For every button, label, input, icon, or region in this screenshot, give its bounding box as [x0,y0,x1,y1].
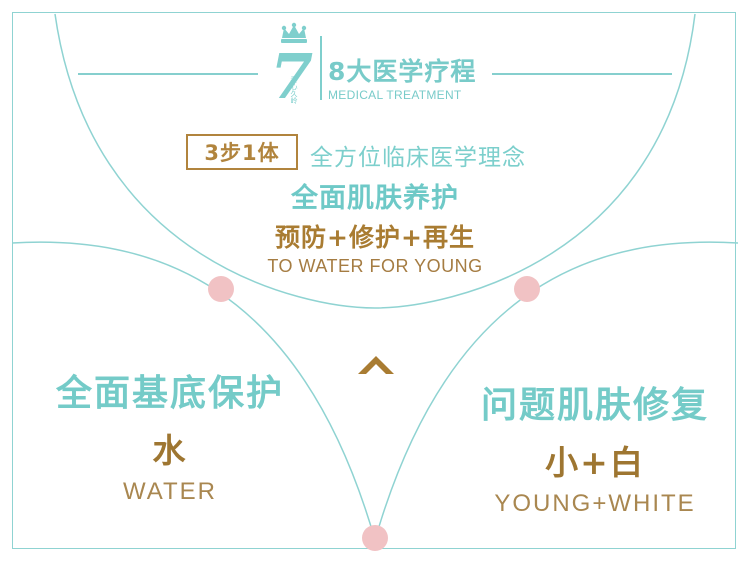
header-line-left [78,73,258,75]
concept-headline: 全面肌肤养护 [291,183,459,214]
left-title: 全面基底保护 [55,373,284,414]
dot-left [208,276,234,302]
program-subtitle: MEDICAL TREATMENT [328,88,462,102]
top-arc [54,13,696,309]
left-subtitle: 水 [152,431,188,470]
crown-icon: 7 秦心久岭 [270,22,313,106]
right-title: 问题肌肤修复 [480,385,709,426]
program-title: 8大医学疗程 [328,57,477,86]
left-english: WATER [123,478,217,505]
right-subtitle: 小+白 [545,443,645,482]
dot-right [514,276,540,302]
logo-divider [320,36,322,100]
left-section: 全面基底保护 水 WATER [30,364,310,506]
concept-english: TO WATER FOR YOUNG [267,256,483,276]
dot-bottom [362,525,388,551]
chevron-up-icon [358,356,394,374]
steps-badge: 3步1体 [186,134,298,170]
concept-steps: 预防+修护+再生 [275,223,475,252]
logo-tagline: 秦心久岭 [290,75,298,105]
right-section: 问题肌肤修复 小+白 YOUNG+WHITE [455,376,735,518]
header-line-right [492,73,672,75]
concept-slogan: 全方位临床医学理念 [310,145,526,171]
right-english: YOUNG+WHITE [494,490,696,517]
logo-number: 7 [270,40,313,106]
